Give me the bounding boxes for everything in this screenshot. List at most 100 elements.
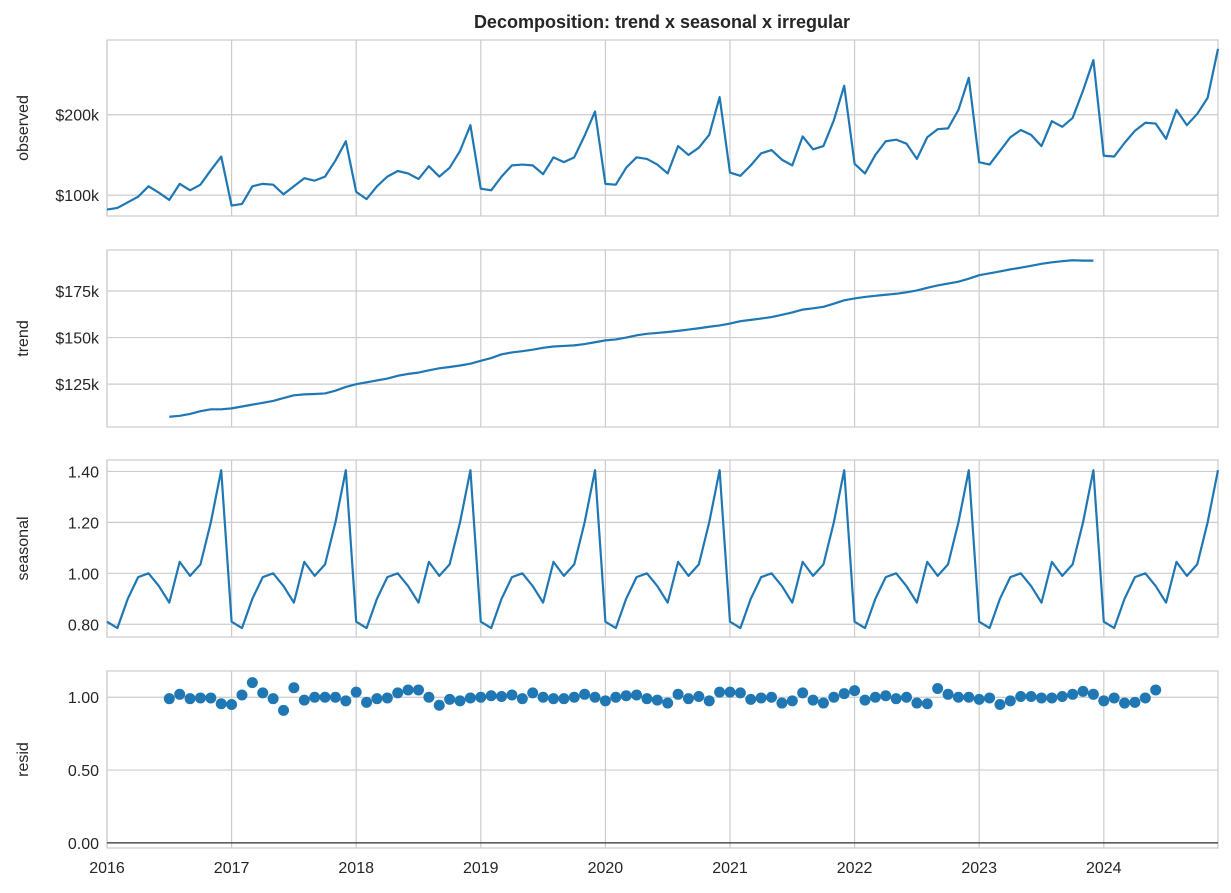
panel-frame — [106, 670, 1219, 849]
x-tick-label: 2021 — [712, 860, 748, 877]
resid-point — [849, 685, 861, 697]
resid-point — [174, 688, 186, 700]
panel-frame — [106, 459, 1219, 638]
panel-frame — [106, 249, 1219, 428]
resid-point — [1129, 696, 1141, 708]
resid-point — [1004, 695, 1016, 707]
resid-point — [496, 690, 508, 702]
panel-observed: $100k $200k observed — [15, 39, 1220, 217]
resid-point — [921, 698, 933, 710]
resid-point — [599, 695, 611, 707]
resid-point — [537, 691, 549, 703]
x-tick-label: 2016 — [89, 860, 125, 877]
resid-point — [506, 689, 518, 701]
panel-frame — [106, 39, 1219, 217]
resid-point — [527, 687, 539, 699]
resid-point — [412, 684, 424, 696]
resid-point — [402, 684, 414, 696]
resid-point — [880, 690, 892, 702]
resid-point — [693, 690, 705, 702]
y-tick-label: 1.00 — [68, 566, 99, 583]
resid-point — [226, 699, 238, 711]
resid-point — [278, 704, 290, 716]
resid-point — [184, 693, 196, 705]
x-tick-label: 2022 — [837, 860, 873, 877]
resid-point — [267, 693, 279, 705]
resid-point — [682, 693, 694, 705]
resid-point — [1087, 688, 1099, 700]
panel-background — [107, 250, 1218, 427]
resid-point — [340, 695, 352, 707]
resid-point — [932, 682, 944, 694]
resid-point — [381, 692, 393, 704]
resid-point — [558, 693, 570, 705]
resid-point — [246, 677, 258, 689]
resid-point — [1150, 684, 1162, 696]
resid-point — [194, 692, 206, 704]
x-tick-label: 2024 — [1086, 860, 1122, 877]
resid-point — [215, 698, 227, 710]
resid-point — [703, 695, 715, 707]
y-axis-label-observed: observed — [15, 95, 32, 161]
resid-point — [1098, 695, 1110, 707]
resid-point — [714, 686, 726, 698]
resid-point — [994, 699, 1006, 711]
resid-point — [631, 689, 643, 701]
resid-point — [651, 694, 663, 706]
resid-point — [610, 691, 622, 703]
chart-title: Decomposition: trend x seasonal x irregu… — [474, 12, 850, 32]
resid-point — [838, 688, 850, 700]
resid-point — [828, 691, 840, 703]
resid-point — [319, 691, 331, 703]
resid-point — [361, 696, 373, 708]
resid-point — [163, 693, 175, 705]
resid-point — [1025, 690, 1037, 702]
x-tick-label: 2017 — [214, 860, 250, 877]
y-tick-label: $200k — [55, 108, 100, 125]
resid-point — [890, 693, 902, 705]
resid-point — [454, 695, 466, 707]
resid-point — [641, 693, 653, 705]
resid-point — [329, 691, 341, 703]
resid-point — [298, 694, 310, 706]
series-line-seasonal — [106, 469, 1220, 630]
resid-point — [963, 691, 975, 703]
y-tick-label: 0.00 — [68, 836, 99, 853]
resid-point — [589, 691, 601, 703]
y-tick-label: 1.20 — [68, 515, 99, 532]
panel-resid: 0.00 0.50 1.00 resid — [15, 670, 1219, 853]
resid-point — [942, 688, 954, 700]
resid-point — [973, 693, 985, 705]
panels: $100k $200k observed $125k $150k $175k trend 0.… — [15, 39, 1220, 853]
resid-point — [911, 697, 923, 709]
panel-background — [107, 40, 1218, 216]
y-tick-label: $150k — [55, 331, 100, 348]
resid-point — [1067, 688, 1079, 700]
resid-point — [755, 692, 767, 704]
resid-point — [901, 691, 913, 703]
panel-trend: $125k $150k $175k trend — [15, 249, 1219, 428]
y-tick-label: 0.80 — [68, 617, 99, 634]
resid-point — [236, 689, 248, 701]
resid-point — [620, 690, 632, 702]
resid-point — [859, 694, 871, 706]
resid-point — [817, 697, 829, 709]
resid-point — [786, 695, 798, 707]
x-tick-label: 2019 — [463, 860, 499, 877]
x-tick-label: 2023 — [961, 860, 997, 877]
resid-point — [745, 693, 757, 705]
resid-point — [734, 687, 746, 699]
resid-point — [984, 692, 996, 704]
resid-point — [766, 691, 778, 703]
y-tick-label: 0.50 — [68, 763, 99, 780]
resid-point — [547, 693, 559, 705]
resid-point — [1119, 697, 1131, 709]
resid-point — [662, 697, 674, 709]
y-tick-label: 1.40 — [68, 464, 99, 481]
resid-point — [257, 687, 269, 699]
resid-point — [1035, 692, 1047, 704]
resid-point — [952, 691, 964, 703]
resid-point — [288, 682, 300, 694]
resid-point — [464, 692, 476, 704]
